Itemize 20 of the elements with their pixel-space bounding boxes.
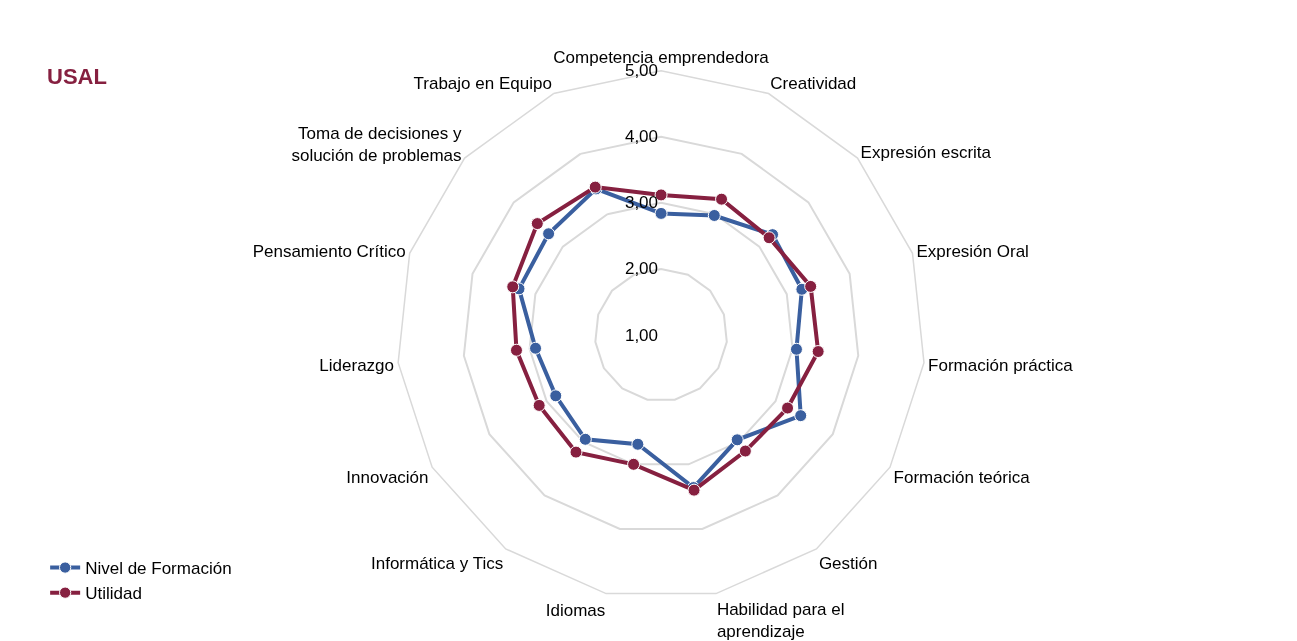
y-tick-label: 1,00 bbox=[624, 325, 659, 345]
spoke-label: Informática y Tics bbox=[370, 554, 504, 574]
y-tick-label: 4,00 bbox=[624, 127, 659, 147]
spoke-label: Idiomas bbox=[545, 600, 606, 620]
spoke-label: Pensamiento Crítico bbox=[252, 241, 406, 261]
spoke-label: Liderazgo bbox=[319, 355, 395, 375]
spoke-label: Habilidad para el aprendizaje bbox=[716, 600, 845, 641]
spoke-label: Creatividad bbox=[770, 74, 857, 94]
legend-label: Nivel de Formación bbox=[85, 559, 232, 579]
spoke-label: Toma de decisiones y solución de problemas bbox=[291, 124, 463, 166]
spoke-label: Innovación bbox=[346, 467, 429, 487]
spoke-label: Gestión bbox=[818, 554, 878, 574]
spoke-label: Expresión Oral bbox=[916, 241, 1029, 261]
y-tick-label: 2,00 bbox=[624, 259, 659, 279]
legend-label: Utilidad bbox=[85, 584, 142, 604]
text: USAL bbox=[47, 64, 107, 89]
spoke-label: Formación teórica bbox=[893, 467, 1031, 487]
spoke-label: Formación práctica bbox=[928, 355, 1074, 375]
spoke-label: Expresión escrita bbox=[860, 142, 992, 162]
spoke-label: Trabajo en Equipo bbox=[413, 74, 552, 94]
